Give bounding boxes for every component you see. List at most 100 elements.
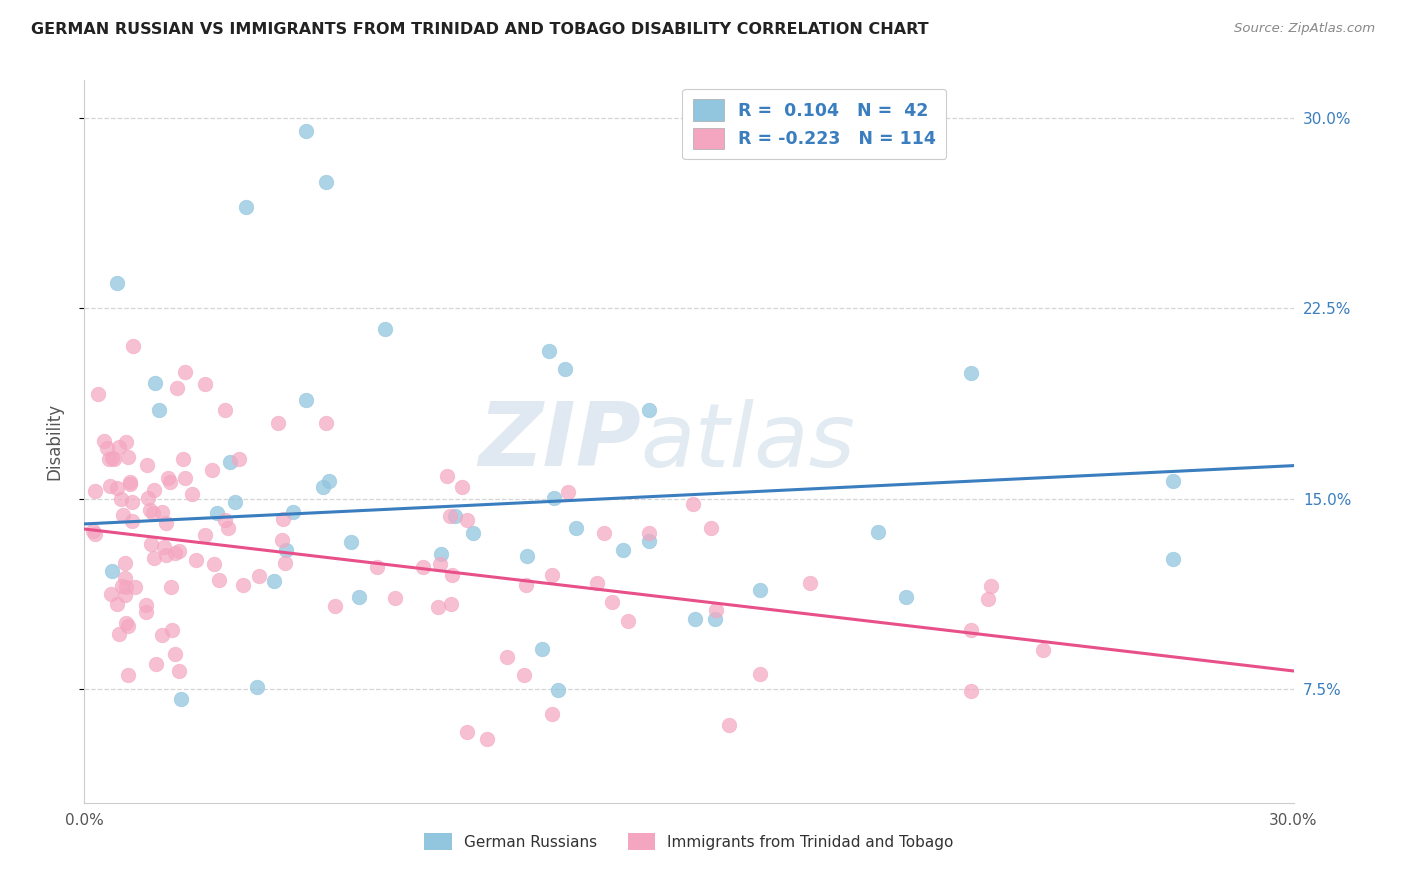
Point	[980, 579, 1002, 593]
Point	[894, 590, 917, 604]
Point	[704, 603, 727, 617]
Point	[516, 549, 538, 563]
Point	[451, 480, 474, 494]
Point	[247, 569, 270, 583]
Point	[145, 657, 167, 671]
Point	[263, 574, 285, 588]
Point	[281, 505, 304, 519]
Point	[704, 612, 727, 626]
Point	[98, 452, 121, 467]
Point	[274, 542, 297, 557]
Point	[153, 540, 176, 554]
Point	[214, 402, 236, 417]
Point	[111, 579, 134, 593]
Point	[160, 580, 183, 594]
Point	[637, 525, 659, 540]
Point	[112, 508, 135, 522]
Point	[108, 440, 131, 454]
Point	[83, 527, 105, 541]
Point	[105, 597, 128, 611]
Point	[136, 491, 159, 505]
Point	[163, 647, 186, 661]
Point	[374, 322, 396, 336]
Point	[318, 474, 340, 488]
Point	[100, 587, 122, 601]
Point	[977, 592, 1000, 607]
Point	[174, 365, 197, 379]
Point	[105, 276, 128, 290]
Y-axis label: Disability: Disability	[45, 403, 63, 480]
Point	[541, 567, 564, 582]
Point	[208, 574, 231, 588]
Point	[266, 416, 288, 430]
Point	[637, 534, 659, 549]
Point	[143, 550, 166, 565]
Point	[592, 525, 614, 540]
Point	[120, 477, 142, 491]
Point	[172, 451, 194, 466]
Point	[866, 524, 889, 539]
Point	[155, 516, 177, 530]
Point	[165, 546, 187, 560]
Text: Source: ZipAtlas.com: Source: ZipAtlas.com	[1234, 22, 1375, 36]
Text: ZIP: ZIP	[478, 398, 641, 485]
Point	[139, 503, 162, 517]
Point	[155, 548, 177, 562]
Point	[142, 483, 165, 497]
Point	[749, 582, 772, 597]
Point	[271, 533, 294, 548]
Point	[114, 435, 136, 450]
Point	[440, 567, 463, 582]
Point	[84, 484, 107, 499]
Point	[105, 481, 128, 495]
Point	[461, 526, 484, 541]
Point	[537, 344, 560, 359]
Point	[683, 611, 706, 625]
Point	[202, 557, 225, 571]
Point	[366, 560, 388, 574]
Point	[135, 598, 157, 612]
Point	[456, 724, 478, 739]
Point	[429, 557, 451, 571]
Point	[541, 706, 564, 721]
Point	[515, 578, 537, 592]
Text: atlas: atlas	[641, 399, 855, 484]
Point	[167, 544, 190, 558]
Point	[100, 450, 122, 465]
Point	[554, 362, 576, 376]
Point	[117, 667, 139, 681]
Point	[217, 521, 239, 535]
Point	[121, 495, 143, 509]
Point	[612, 543, 634, 558]
Point	[340, 535, 363, 549]
Point	[617, 614, 640, 628]
Point	[543, 491, 565, 506]
Point	[323, 599, 346, 613]
Point	[157, 471, 180, 485]
Point	[312, 480, 335, 494]
Point	[557, 485, 579, 500]
Point	[439, 508, 461, 523]
Point	[114, 556, 136, 570]
Point	[429, 547, 451, 561]
Point	[274, 556, 297, 570]
Point	[799, 575, 821, 590]
Point	[87, 386, 110, 401]
Point	[98, 478, 121, 492]
Point	[295, 392, 318, 407]
Point	[194, 528, 217, 542]
Point	[121, 514, 143, 528]
Point	[1161, 552, 1184, 566]
Point	[384, 591, 406, 605]
Point	[440, 597, 463, 611]
Point	[148, 403, 170, 417]
Point	[232, 577, 254, 591]
Point	[180, 487, 202, 501]
Point	[235, 200, 257, 214]
Point	[150, 628, 173, 642]
Point	[139, 537, 162, 551]
Point	[412, 560, 434, 574]
Point	[960, 366, 983, 380]
Point	[150, 505, 173, 519]
Point	[173, 471, 195, 485]
